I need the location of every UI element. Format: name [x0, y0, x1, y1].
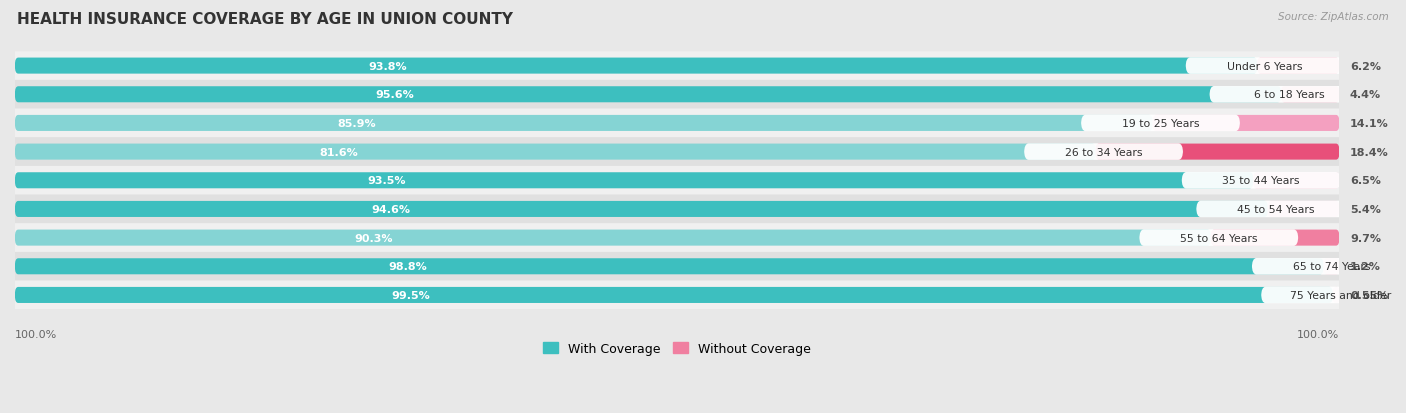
Text: 99.5%: 99.5%	[391, 290, 430, 300]
FancyBboxPatch shape	[1281, 87, 1340, 103]
FancyBboxPatch shape	[1257, 58, 1340, 74]
FancyBboxPatch shape	[1139, 230, 1298, 246]
FancyBboxPatch shape	[15, 230, 1211, 246]
FancyBboxPatch shape	[15, 58, 1257, 74]
Text: 19 to 25 Years: 19 to 25 Years	[1122, 119, 1199, 128]
Text: 4.4%: 4.4%	[1350, 90, 1381, 100]
Text: 100.0%: 100.0%	[1298, 330, 1340, 339]
FancyBboxPatch shape	[1253, 173, 1340, 189]
Text: 0.55%: 0.55%	[1351, 290, 1389, 300]
FancyBboxPatch shape	[15, 281, 1340, 309]
FancyBboxPatch shape	[1211, 230, 1340, 246]
FancyBboxPatch shape	[1185, 58, 1344, 75]
Text: 95.6%: 95.6%	[375, 90, 415, 100]
Text: 85.9%: 85.9%	[337, 119, 375, 128]
FancyBboxPatch shape	[15, 166, 1340, 195]
FancyBboxPatch shape	[1095, 144, 1340, 160]
Text: 6.2%: 6.2%	[1350, 62, 1381, 71]
FancyBboxPatch shape	[1209, 87, 1368, 103]
FancyBboxPatch shape	[1081, 115, 1240, 132]
FancyBboxPatch shape	[15, 252, 1340, 281]
Legend: With Coverage, Without Coverage: With Coverage, Without Coverage	[538, 337, 815, 360]
FancyBboxPatch shape	[15, 224, 1340, 252]
FancyBboxPatch shape	[15, 138, 1340, 166]
FancyBboxPatch shape	[1323, 259, 1340, 275]
Text: 26 to 34 Years: 26 to 34 Years	[1064, 147, 1142, 157]
Text: HEALTH INSURANCE COVERAGE BY AGE IN UNION COUNTY: HEALTH INSURANCE COVERAGE BY AGE IN UNIO…	[17, 12, 513, 27]
Text: 90.3%: 90.3%	[354, 233, 394, 243]
Text: Under 6 Years: Under 6 Years	[1227, 62, 1303, 71]
Text: 55 to 64 Years: 55 to 64 Years	[1180, 233, 1257, 243]
FancyBboxPatch shape	[1024, 144, 1182, 161]
FancyBboxPatch shape	[15, 144, 1095, 160]
Text: 93.5%: 93.5%	[367, 176, 406, 186]
Text: 6.5%: 6.5%	[1350, 176, 1381, 186]
FancyBboxPatch shape	[15, 287, 1333, 303]
Text: 45 to 54 Years: 45 to 54 Years	[1237, 204, 1315, 214]
FancyBboxPatch shape	[15, 259, 1323, 275]
Text: 94.6%: 94.6%	[371, 204, 411, 214]
FancyBboxPatch shape	[1268, 202, 1340, 217]
Text: 5.4%: 5.4%	[1350, 204, 1381, 214]
Text: 1.2%: 1.2%	[1350, 262, 1381, 272]
Text: 81.6%: 81.6%	[319, 147, 359, 157]
Text: 35 to 44 Years: 35 to 44 Years	[1222, 176, 1301, 186]
FancyBboxPatch shape	[1333, 287, 1340, 303]
FancyBboxPatch shape	[15, 195, 1340, 224]
Text: 75 Years and older: 75 Years and older	[1289, 290, 1391, 300]
FancyBboxPatch shape	[15, 109, 1340, 138]
Text: 6 to 18 Years: 6 to 18 Years	[1254, 90, 1324, 100]
FancyBboxPatch shape	[15, 173, 1253, 189]
FancyBboxPatch shape	[1181, 173, 1340, 189]
FancyBboxPatch shape	[15, 81, 1340, 109]
Text: 14.1%: 14.1%	[1350, 119, 1389, 128]
Text: 9.7%: 9.7%	[1350, 233, 1381, 243]
FancyBboxPatch shape	[1197, 201, 1355, 218]
Text: 100.0%: 100.0%	[15, 330, 58, 339]
FancyBboxPatch shape	[15, 87, 1281, 103]
Text: 18.4%: 18.4%	[1350, 147, 1389, 157]
Text: 65 to 74 Years: 65 to 74 Years	[1292, 262, 1369, 272]
FancyBboxPatch shape	[15, 116, 1153, 132]
FancyBboxPatch shape	[1261, 287, 1406, 304]
Text: 93.8%: 93.8%	[368, 62, 406, 71]
FancyBboxPatch shape	[1153, 116, 1340, 132]
Text: Source: ZipAtlas.com: Source: ZipAtlas.com	[1278, 12, 1389, 22]
FancyBboxPatch shape	[15, 52, 1340, 81]
FancyBboxPatch shape	[15, 202, 1268, 217]
Text: 98.8%: 98.8%	[388, 262, 427, 272]
FancyBboxPatch shape	[1251, 259, 1406, 275]
